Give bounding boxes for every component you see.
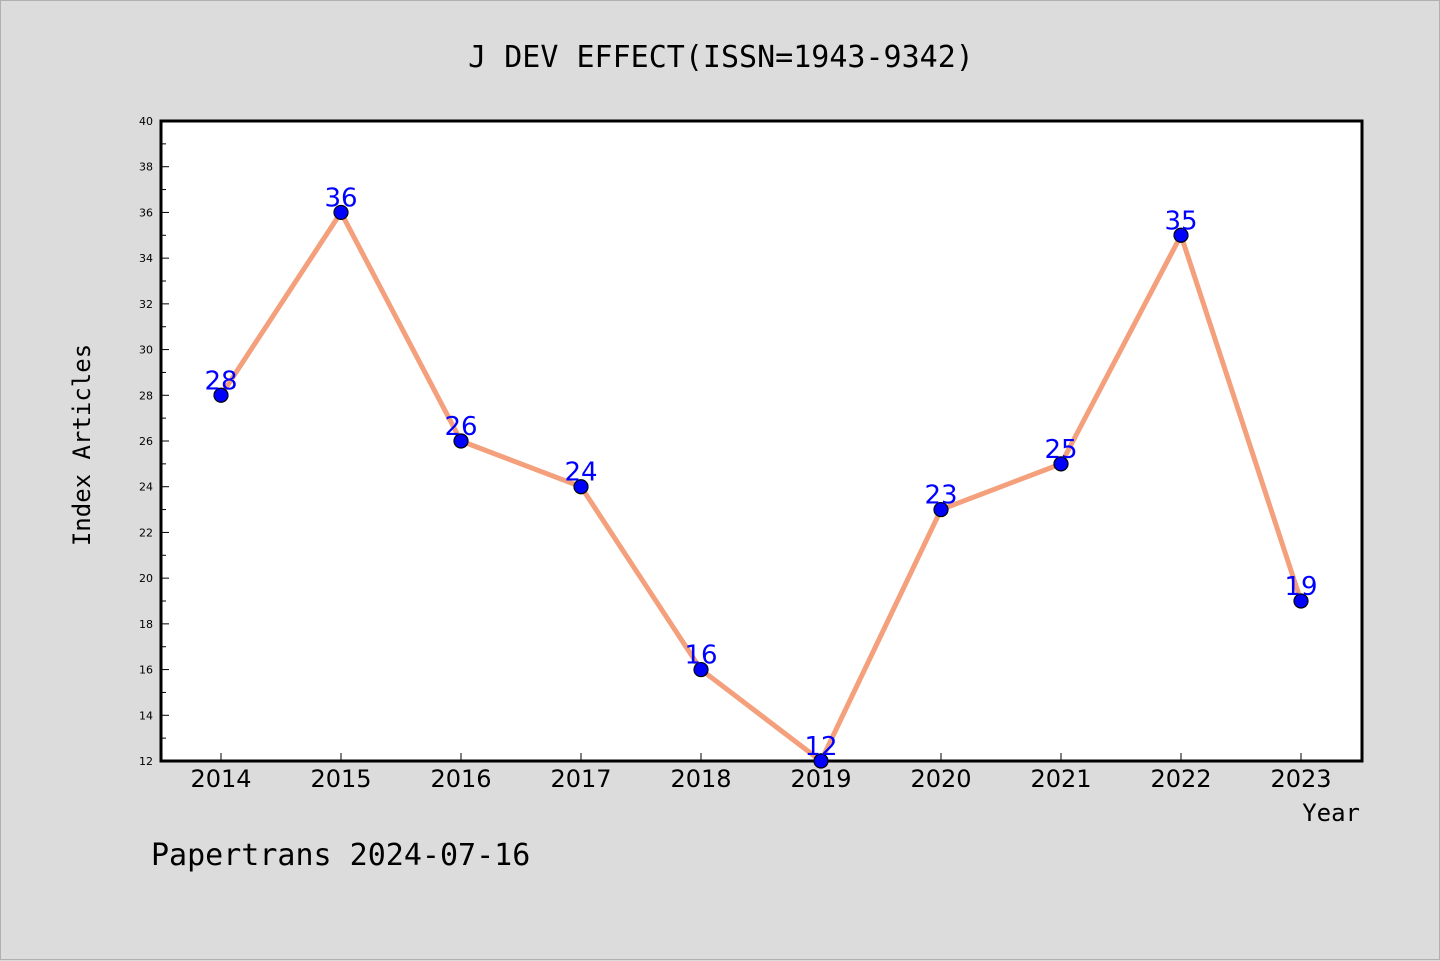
footer-credit: Papertrans 2024-07-16 xyxy=(151,838,530,873)
data-label: 36 xyxy=(324,183,357,213)
x-tick-label: 2021 xyxy=(1030,765,1091,793)
data-point xyxy=(693,661,709,678)
data-label: 16 xyxy=(684,641,717,671)
chart-title: J DEV EFFECT(ISSN=1943-9342) xyxy=(468,40,974,75)
data-label: 23 xyxy=(924,481,957,511)
data-point xyxy=(1053,456,1069,472)
data-point xyxy=(1293,593,1309,609)
y-tick-label: 38 xyxy=(139,161,153,174)
y-tick-label: 28 xyxy=(139,389,153,402)
data-label: 28 xyxy=(204,366,237,396)
data-point xyxy=(813,753,829,769)
x-tick-label: 2020 xyxy=(910,765,971,793)
x-tick-label: 2015 xyxy=(310,765,371,793)
x-axis-label: Year xyxy=(1302,799,1360,827)
y-tick-label: 22 xyxy=(139,526,153,539)
y-tick-label: 14 xyxy=(139,709,153,722)
data-label: 26 xyxy=(444,412,477,442)
data-point xyxy=(1173,227,1189,243)
x-tick-label: 2023 xyxy=(1270,765,1331,793)
data-label: 35 xyxy=(1164,206,1197,236)
y-tick-label: 16 xyxy=(139,664,153,677)
y-tick-label: 32 xyxy=(139,298,153,311)
data-point xyxy=(933,501,949,518)
x-tick-label: 2017 xyxy=(550,765,611,793)
data-point xyxy=(573,479,589,495)
data-points xyxy=(213,204,1309,769)
y-tick-label: 36 xyxy=(139,206,153,219)
x-tick-label: 2022 xyxy=(1150,765,1211,793)
data-point xyxy=(333,204,349,221)
data-point xyxy=(213,387,229,403)
data-point xyxy=(453,433,469,449)
y-axis-label: Index Articles xyxy=(68,344,96,546)
data-label: 12 xyxy=(804,732,837,762)
x-tick-label: 2016 xyxy=(430,765,491,793)
data-label: 19 xyxy=(1284,572,1317,602)
y-tick-label: 24 xyxy=(139,481,153,494)
y-tick-label: 12 xyxy=(139,755,153,768)
x-tick-label: 2014 xyxy=(190,765,251,793)
y-tick-label: 20 xyxy=(139,572,153,585)
series-line xyxy=(218,209,1304,764)
y-tick-label: 26 xyxy=(139,435,153,448)
x-tick-label: 2018 xyxy=(670,765,731,793)
x-tick-label: 2019 xyxy=(790,765,851,793)
x-axis: 2014 2015 2016 2017 2018 2019 2020 2021 2022 2023 xyxy=(190,753,1332,793)
y-tick-label: 18 xyxy=(139,618,153,631)
y-axis: 12 14 16 18 20 22 24 26 28 30 32 34 36 38 40 xyxy=(139,115,169,768)
y-tick-label: 40 xyxy=(139,115,153,128)
plot-area xyxy=(159,119,1364,763)
data-label: 25 xyxy=(1044,435,1077,465)
data-labels: 28 36 26 24 16 12 23 25 35 19 xyxy=(204,183,1317,762)
data-label: 24 xyxy=(564,458,597,488)
y-tick-label: 30 xyxy=(139,344,153,357)
y-tick-label: 34 xyxy=(139,252,153,265)
